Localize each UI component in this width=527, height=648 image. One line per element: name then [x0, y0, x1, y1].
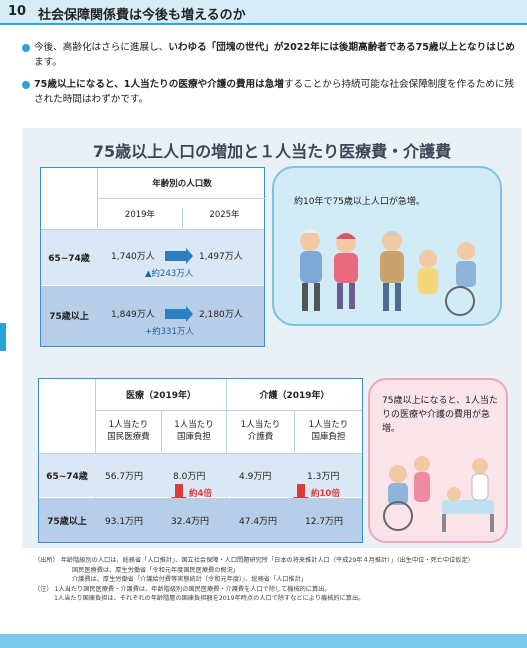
table-row-75-plus: 75歳以上 1,849万人 2,180万人 +約331万人 — [41, 286, 264, 346]
medical-cost: 56.7万円 — [105, 472, 144, 482]
medical-subsidy: 32.4万円 — [171, 517, 210, 527]
care-cost: 47.4万円 — [239, 517, 278, 527]
sub-header: 1人当たり 国庫負担 — [294, 410, 362, 452]
medical-cost: 93.1万円 — [105, 517, 144, 527]
sub-header-label: 1人当たり 国庫負担 — [174, 420, 214, 442]
population-table: 年齢別の人口数 2019年 2025年 65~74歳 1,740万人 1,497… — [40, 167, 265, 347]
care-cost: 4.9万円 — [239, 472, 272, 482]
change-label: +約331万人 — [145, 327, 194, 337]
panel-title: 75歳以上人口の増加と１人当たり医療費・介護費 — [92, 142, 452, 161]
arrow-right-icon — [165, 248, 193, 264]
callout-text: 約10年で75歳以上人口が急増。 — [294, 197, 425, 207]
bullet-bold-text: いわゆる「団塊の世代」が2022年には後期高齢者である75歳以上となりはじめ — [168, 42, 515, 53]
table-header-label: 年齢別の人口数 — [152, 179, 212, 189]
section-title: 社会保障関係費は今後も増えるのか — [38, 8, 246, 23]
care-group-header: 介護（2019年） — [227, 379, 362, 409]
value-2025: 1,497万人 — [199, 252, 243, 262]
row-label: 65~74歳 — [48, 254, 90, 264]
table-row-75-plus: 75歳以上 93.1万円 32.4万円 47.4万円 12.7万円 — [39, 498, 362, 542]
note-line: 介護費は、厚生労働省「介護給付費等実態統計（令和元年度）」、総務省「人口推計」 — [72, 576, 308, 583]
group-label: 医療（2019年） — [125, 391, 197, 401]
bullet-list: 今後、高齢化はさらに進展し、いわゆる「団塊の世代」が2022年には後期高齢者であ… — [22, 40, 520, 114]
value-2025: 2,180万人 — [199, 310, 243, 320]
arrow-down-icon — [171, 484, 187, 506]
bullet-text: ます。 — [34, 57, 62, 68]
care-subsidy: 12.7万円 — [305, 517, 344, 527]
callout-bubble-cost: 75歳以上になると、1人当たりの医療や介護の費用が急増。 — [368, 378, 508, 543]
bullet-dot-icon — [22, 44, 30, 52]
callout-bubble-population: 約10年で75歳以上人口が急増。 — [272, 166, 502, 326]
row-label: 75歳以上 — [47, 517, 87, 527]
bullet-text: 今後、高齢化はさらに進展し、 — [34, 42, 169, 53]
row-label: 75歳以上 — [49, 312, 89, 322]
bullet-item: 75歳以上になると、1人当たりの医療や介護の費用は急増することから持続可能な社会… — [22, 77, 520, 107]
sub-header: 1人当たり 国庫負担 — [161, 410, 226, 452]
elderly-people-illustration — [300, 229, 476, 316]
medical-group-header: 医療（2019年） — [96, 379, 226, 409]
note-line: （注） 1人当たり国民医療費・介護費は、年齢階級別の国民医療費・介護費を人口で除… — [34, 585, 331, 593]
year-header-row: 2019年 2025年 — [97, 198, 265, 228]
sub-header-label: 1人当たり 国民医療費 — [107, 420, 150, 442]
value-2019: 1,740万人 — [111, 252, 155, 262]
change-label: ▲約243万人 — [145, 269, 194, 279]
arrow-right-icon — [165, 306, 193, 322]
note-line: 1人当たり国庫負担は、それぞれの年齢階層の国庫負担額を2019年時点の人口で除す… — [54, 595, 365, 602]
sub-header: 1人当たり 国民医療費 — [96, 410, 161, 452]
bullet-bold-text: 75歳以上になると、1人当たりの医療や介護の費用は急増 — [34, 79, 284, 90]
table-row-65-74: 65~74歳 56.7万円 8.0万円 4.9万円 1.3万円 約4倍 約10倍 — [39, 453, 362, 506]
row-label: 65~74歳 — [46, 472, 88, 482]
callout-text: 75歳以上になると、1人当たりの医療や介護の費用が急増。 — [382, 396, 498, 434]
bullet-dot-icon — [22, 81, 30, 89]
side-tab-marker — [0, 323, 6, 351]
table-header: 年齢別の人口数 — [97, 168, 265, 198]
sub-header: 1人当たり 介護費 — [227, 410, 294, 452]
sub-header-label: 1人当たり 国庫負担 — [308, 420, 349, 442]
ratio-label: 約10倍 — [311, 489, 340, 499]
sub-header-label: 1人当たり 介護費 — [240, 420, 281, 442]
group-label: 介護（2019年） — [259, 391, 330, 401]
care-subsidy: 1.3万円 — [307, 472, 340, 482]
year-2025-label: 2025年 — [182, 208, 266, 228]
value-2019: 1,849万人 — [111, 310, 155, 320]
bullet-text: することから持続可能な社会保障制度を作るために残された時間はわずかです。 — [34, 79, 515, 105]
ratio-label: 約4倍 — [189, 489, 212, 499]
bullet-item: 今後、高齢化はさらに進展し、いわゆる「団塊の世代」が2022年には後期高齢者であ… — [22, 40, 520, 70]
arrow-down-icon — [293, 484, 309, 506]
section-number: 10 — [8, 4, 27, 19]
note-line: （出所） 年齢階級別の人口は、総務省「人口推計」、国立社会保障・人口問題研究所「… — [34, 557, 474, 564]
year-2019-label: 2019年 — [124, 210, 156, 220]
medical-subsidy: 8.0万円 — [173, 472, 206, 482]
care-illustration — [383, 456, 494, 532]
table-row-65-74: 65~74歳 1,740万人 1,497万人 ▲約243万人 — [41, 229, 264, 285]
section-header: 10 社会保障関係費は今後も増えるのか — [0, 0, 527, 25]
cost-table: 医療（2019年） 介護（2019年） 1人当たり 国民医療費 1人当たり 国庫… — [38, 378, 363, 543]
footer-bar — [0, 634, 527, 648]
source-notes: （出所） 年齢階級別の人口は、総務省「人口推計」、国立社会保障・人口問題研究所「… — [34, 556, 520, 604]
note-line: 国民医療費は、厚生労働省「令和元年度国民医療費の概況」 — [72, 566, 240, 574]
